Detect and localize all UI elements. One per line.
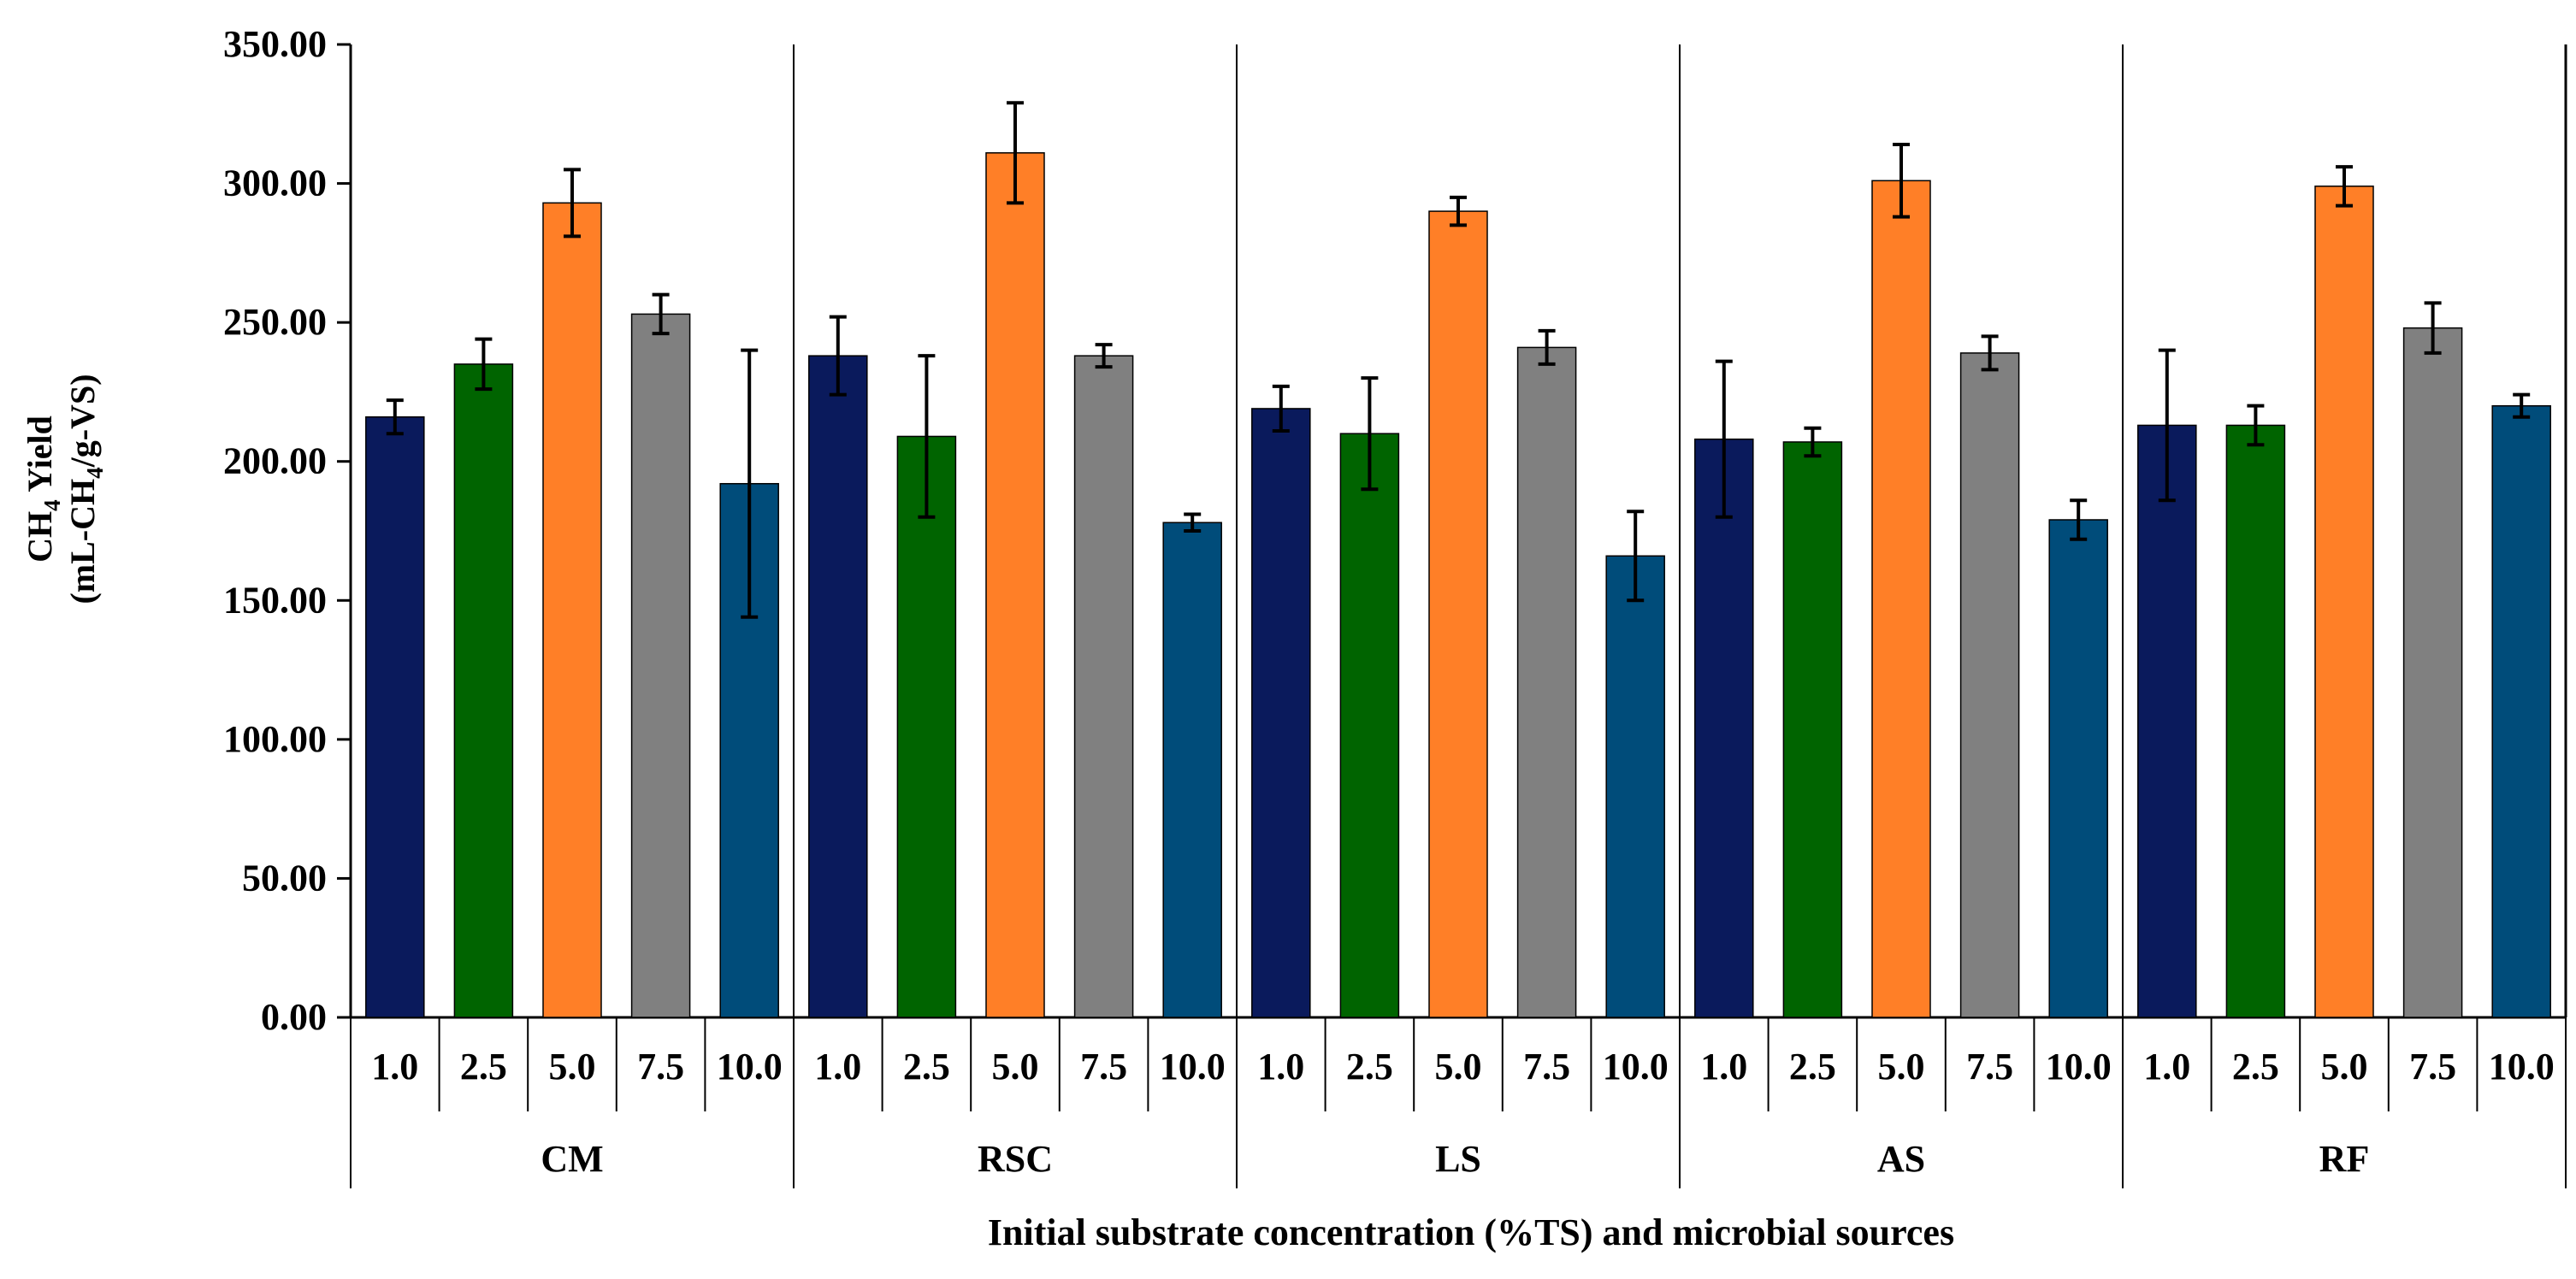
category-label: 7.5 — [1966, 1046, 2013, 1087]
category-label: 5.0 — [1878, 1046, 1925, 1087]
bar-as-2-5 — [1782, 441, 1843, 1018]
group-label-rsc: RSC — [978, 1138, 1053, 1180]
bar-ls-2-5 — [1339, 433, 1400, 1018]
y-tick-label: 300.00 — [223, 162, 327, 204]
category-label: 5.0 — [1435, 1046, 1482, 1087]
bar-rf-5-0 — [2314, 186, 2374, 1018]
bar-rsc-1-0 — [808, 355, 868, 1018]
group-label-ls: LS — [1435, 1138, 1481, 1180]
category-label: 7.5 — [1080, 1046, 1127, 1087]
bar-cm-1-0 — [365, 416, 425, 1018]
category-label: 5.0 — [549, 1046, 596, 1087]
y-axis-label-line-2: (mL-CH4/g-VS) — [63, 374, 108, 604]
y-tick-label: 100.00 — [223, 718, 327, 760]
y-tick-label: 0.00 — [261, 996, 327, 1038]
y-tick-label: 150.00 — [223, 579, 327, 621]
y-tick-label: 200.00 — [223, 440, 327, 482]
category-label: 10.0 — [2489, 1046, 2555, 1087]
category-label: 1.0 — [2143, 1046, 2190, 1087]
bar-rsc-2-5 — [896, 435, 957, 1018]
category-label: 10.0 — [1603, 1046, 1669, 1087]
y-tick-label: 350.00 — [223, 23, 327, 65]
category-label: 2.5 — [903, 1046, 950, 1087]
bar-rsc-10-0 — [1162, 522, 1222, 1018]
group-label-rf: RF — [2319, 1138, 2370, 1180]
bar-rf-1-0 — [2137, 424, 2197, 1018]
category-label: 10.0 — [1160, 1046, 1226, 1087]
bar-as-1-0 — [1694, 438, 1754, 1018]
category-label: 2.5 — [1346, 1046, 1393, 1087]
bar-ls-5-0 — [1428, 210, 1488, 1018]
category-label: 2.5 — [460, 1046, 507, 1087]
group-label-cm: CM — [541, 1138, 603, 1180]
y-axis-label-line-1: CH4 Yield — [21, 416, 65, 563]
group-label-as: AS — [1877, 1138, 1925, 1180]
category-label: 5.0 — [2321, 1046, 2368, 1087]
x-axis-label: Initial substrate concentration (%TS) an… — [988, 1211, 1954, 1253]
category-label: 7.5 — [2409, 1046, 2456, 1087]
category-label: 7.5 — [1523, 1046, 1570, 1087]
bar-as-10-0 — [2048, 519, 2108, 1018]
category-label: 1.0 — [1257, 1046, 1304, 1087]
category-label: 2.5 — [1789, 1046, 1836, 1087]
bar-as-5-0 — [1871, 180, 1931, 1018]
bar-ls-10-0 — [1605, 555, 1665, 1018]
bar-cm-2-5 — [453, 363, 514, 1018]
bar-rf-2-5 — [2225, 424, 2286, 1018]
bar-ls-1-0 — [1251, 408, 1311, 1018]
bar-cm-5-0 — [542, 202, 602, 1018]
bar-rf-7-5 — [2402, 327, 2463, 1018]
category-label: 2.5 — [2232, 1046, 2279, 1087]
bar-ls-7-5 — [1516, 346, 1577, 1018]
bar-rsc-5-0 — [985, 152, 1045, 1018]
y-axis-label: CH4 Yield (mL-CH4/g-VS) — [21, 374, 108, 604]
category-label: 1.0 — [1700, 1046, 1747, 1087]
category-label: 7.5 — [637, 1046, 684, 1087]
category-label: 1.0 — [814, 1046, 861, 1087]
bar-as-7-5 — [1959, 352, 2020, 1018]
bar-cm-7-5 — [630, 313, 691, 1018]
y-tick-label: 250.00 — [223, 301, 327, 343]
category-label: 1.0 — [371, 1046, 418, 1087]
bar-rf-10-0 — [2491, 404, 2551, 1018]
y-tick-label: 50.00 — [242, 857, 327, 899]
category-label: 10.0 — [717, 1046, 783, 1087]
bar-rsc-7-5 — [1073, 355, 1134, 1018]
category-label: 10.0 — [2046, 1046, 2112, 1087]
category-label: 5.0 — [992, 1046, 1039, 1087]
